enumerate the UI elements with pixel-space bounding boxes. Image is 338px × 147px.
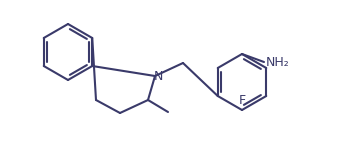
Text: NH₂: NH₂ (266, 56, 290, 69)
Text: N: N (153, 71, 163, 83)
Text: F: F (238, 95, 246, 107)
